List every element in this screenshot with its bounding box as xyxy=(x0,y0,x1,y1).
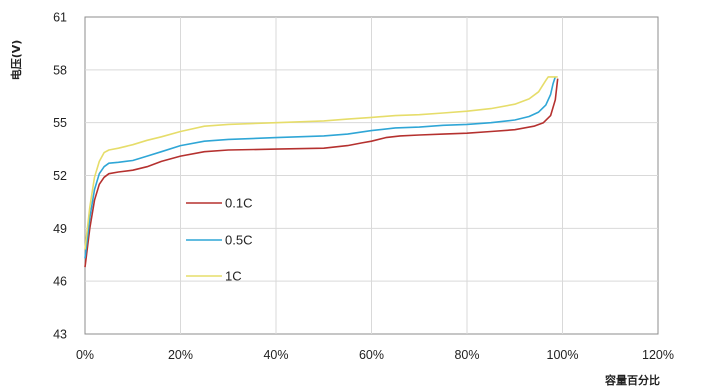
y-tick-label: 49 xyxy=(53,222,67,236)
series-line-0-1C xyxy=(84,78,559,268)
x-tick-label: 80% xyxy=(454,348,479,362)
y-tick-label: 55 xyxy=(53,116,67,130)
x-axis-title: 容量百分比 xyxy=(604,373,660,387)
y-tick-label: 61 xyxy=(53,11,67,25)
x-tick-label: 120% xyxy=(642,348,674,362)
grid-lines xyxy=(85,17,658,334)
series-line-1C xyxy=(84,76,558,250)
series-line-0-5C xyxy=(84,76,557,259)
x-tick-label: 20% xyxy=(168,348,193,362)
legend: 0.1C 0.5C 1C xyxy=(186,196,252,284)
y-axis-title: 电压(V) xyxy=(9,40,23,81)
tick-labels: 0% 20% 40% 60% 80% 100% 120% 43 46 49 52 55 58 61 xyxy=(53,11,674,363)
x-tick-label: 60% xyxy=(359,348,384,362)
y-tick-label: 43 xyxy=(53,328,67,342)
series-lines xyxy=(84,76,559,268)
x-tick-label: 100% xyxy=(547,348,579,362)
x-tick-label: 0% xyxy=(76,348,94,362)
y-tick-label: 52 xyxy=(53,169,67,183)
x-tick-label: 40% xyxy=(263,348,288,362)
legend-label: 0.5C xyxy=(225,233,252,248)
legend-label: 1C xyxy=(225,269,242,284)
legend-label: 0.1C xyxy=(225,196,252,211)
y-tick-label: 46 xyxy=(53,275,67,289)
y-tick-label: 58 xyxy=(53,63,67,77)
